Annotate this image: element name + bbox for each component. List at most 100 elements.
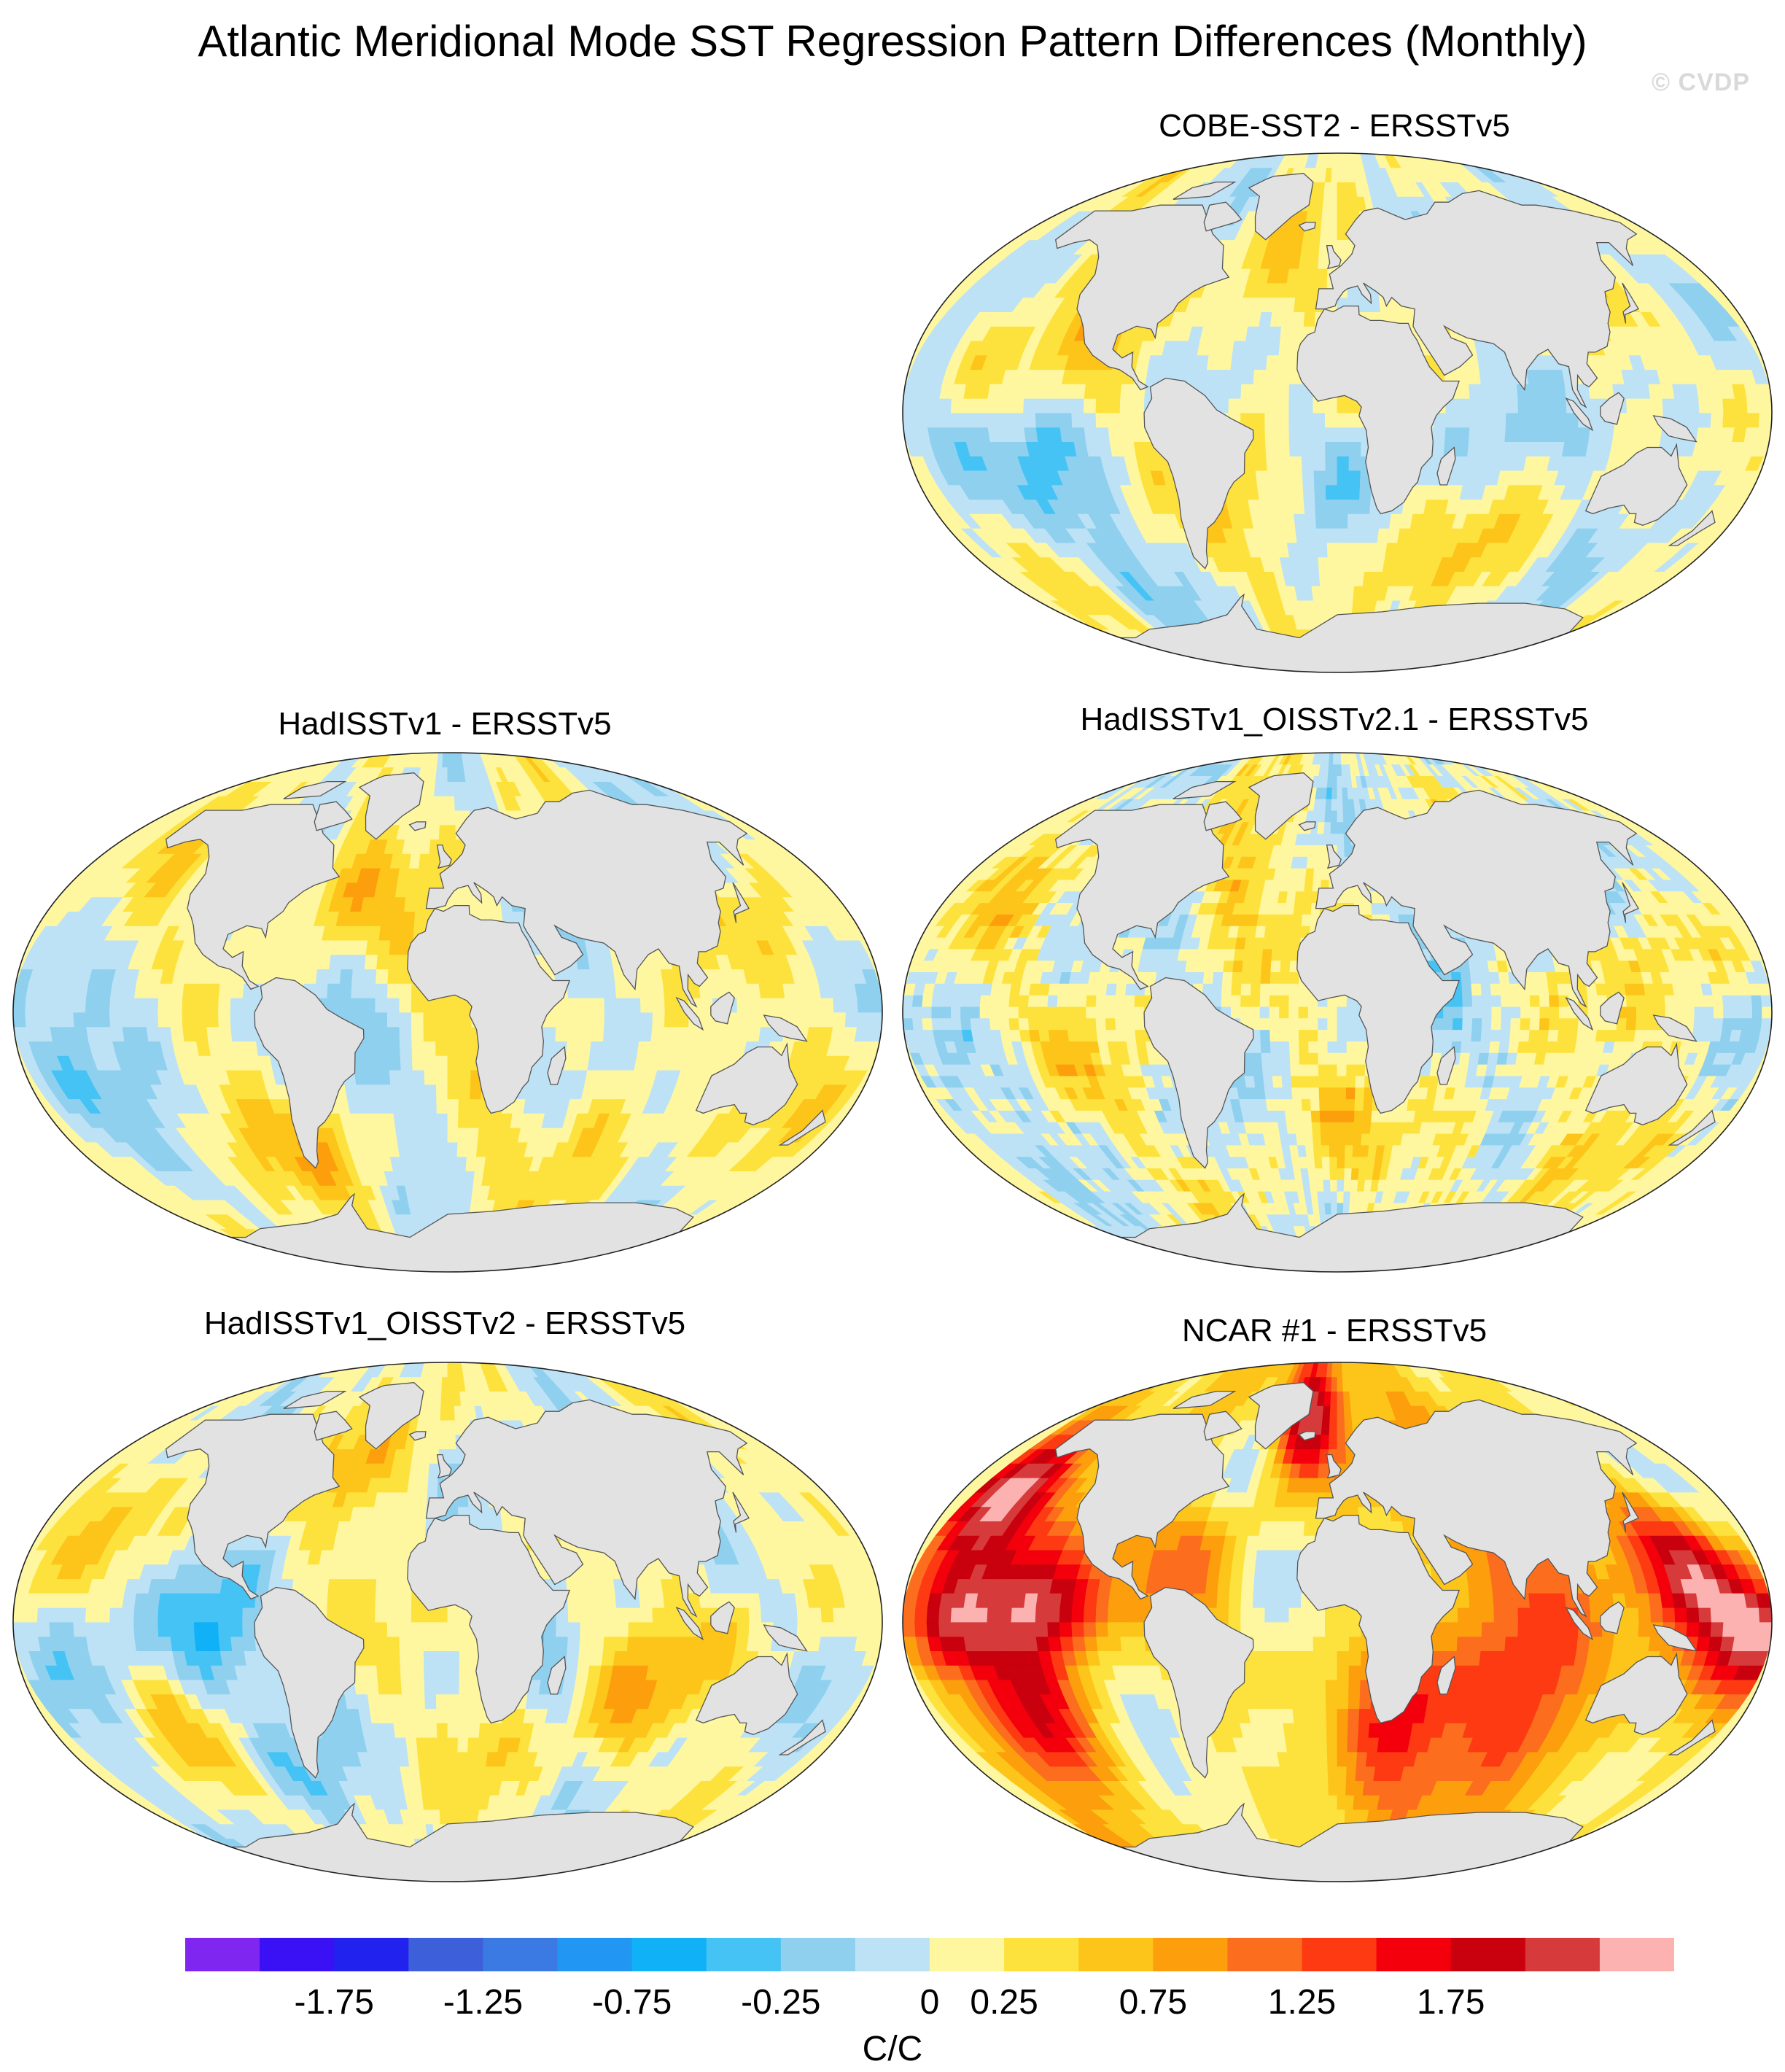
- map-panel-hadisst: [12, 750, 884, 1275]
- land-iceland: [408, 821, 427, 831]
- land-baffin: [1203, 1411, 1242, 1441]
- colorbar-swatch: [557, 1938, 633, 1971]
- map-panel-hadisst-oisstv21: [901, 750, 1773, 1275]
- map-svg: [12, 752, 883, 1273]
- colorbar-swatch: [706, 1938, 782, 1971]
- colorbar-tick-label: 1.75: [1416, 1983, 1485, 2022]
- land-baffin: [1203, 801, 1242, 831]
- land-uk: [436, 1454, 452, 1479]
- land-uk: [1326, 244, 1342, 270]
- colorbar-swatch: [780, 1938, 856, 1971]
- land-nz: [1668, 1109, 1716, 1146]
- land-southAmerica: [254, 977, 365, 1169]
- colorbar-swatch: [1227, 1938, 1302, 1971]
- colorbar-swatch: [334, 1938, 409, 1971]
- land-europe: [425, 1399, 748, 1618]
- land-australia: [1584, 1652, 1688, 1735]
- map-outline: [902, 752, 1773, 1273]
- colorbar-swatch: [1525, 1938, 1601, 1971]
- land-borneo: [1600, 392, 1625, 425]
- colorbar-tick-label: -1.75: [294, 1983, 374, 2022]
- panel-title-hadisst-oisstv21: HadISSTv1_OISSTv2.1 - ERSSTv5: [1080, 702, 1589, 737]
- land-borneo: [1600, 1601, 1625, 1634]
- sst-field: [13, 753, 882, 1272]
- land-antarctica: [1108, 1802, 1584, 1882]
- colorbar-swatch: [260, 1938, 335, 1971]
- colorbar-tick-label: -1.25: [443, 1983, 524, 2022]
- land-antarctica: [1108, 593, 1584, 672]
- land-southAmerica: [1143, 377, 1254, 570]
- land-southAmerica: [1143, 1586, 1254, 1779]
- land-australia: [695, 1652, 798, 1735]
- colorbar: [185, 1938, 1674, 1971]
- land-newGuinea: [1652, 1624, 1698, 1652]
- land-baffin: [314, 801, 353, 831]
- land-arcticIslands: [1172, 780, 1237, 799]
- land-nz: [778, 1109, 826, 1146]
- land-europe: [1315, 789, 1638, 1008]
- land-japan: [732, 882, 750, 923]
- land-nz: [1668, 1719, 1716, 1755]
- colorbar-swatch: [1450, 1938, 1526, 1971]
- land-africa: [407, 1514, 571, 1724]
- figure-title: Atlantic Meridional Mode SST Regression …: [198, 17, 1587, 66]
- land-greenland: [1248, 1382, 1314, 1450]
- land-greenland: [358, 1382, 424, 1450]
- land-africa: [1296, 904, 1461, 1114]
- panel-title-ncar: NCAR #1 - ERSSTv5: [1181, 1313, 1488, 1349]
- sst-field: [903, 1362, 1772, 1882]
- colorbar-swatch: [1376, 1938, 1452, 1971]
- land-greenland: [1248, 173, 1314, 241]
- map-panel-cobe: [901, 150, 1773, 675]
- land-northAmerica: [1054, 1413, 1230, 1600]
- map-outline: [12, 752, 883, 1273]
- land-japan: [1622, 282, 1639, 324]
- map-svg: [902, 752, 1773, 1273]
- colorbar-tick-label: -0.25: [741, 1983, 821, 2022]
- land-madagascar: [1436, 1046, 1456, 1085]
- colorbar-swatch: [1153, 1938, 1228, 1971]
- colorbar-tick-label: -0.75: [591, 1983, 672, 2022]
- land-nz: [1668, 510, 1716, 546]
- map-outline: [902, 1362, 1773, 1882]
- land-sumatra: [675, 1606, 704, 1641]
- land-antarctica: [219, 1802, 694, 1882]
- land-borneo: [710, 1601, 735, 1634]
- colorbar-tick-label: 0.25: [970, 1983, 1038, 2022]
- land-newGuinea: [1652, 415, 1698, 443]
- land-madagascar: [1436, 446, 1456, 486]
- land-borneo: [1600, 991, 1625, 1025]
- colorbar-swatch: [1599, 1938, 1674, 1971]
- land-europe: [425, 789, 748, 1008]
- land-newGuinea: [763, 1014, 808, 1042]
- colorbar-swatch: [1004, 1938, 1079, 1971]
- land-australia: [695, 1042, 798, 1125]
- land-northAmerica: [1054, 804, 1230, 990]
- land-newGuinea: [1652, 1014, 1698, 1042]
- land-arcticIslands: [1172, 1390, 1237, 1409]
- colorbar-swatch: [631, 1938, 707, 1971]
- land-madagascar: [547, 1656, 567, 1695]
- colorbar-swatch: [855, 1938, 930, 1971]
- sst-field: [903, 153, 1772, 672]
- land-baffin: [314, 1411, 353, 1441]
- land-greenland: [1248, 772, 1314, 840]
- panel-title-hadisst: HadISSTv1 - ERSSTv5: [278, 706, 612, 742]
- land-greenland: [358, 772, 424, 840]
- map-svg: [902, 152, 1773, 673]
- land-arcticIslands: [283, 780, 347, 799]
- land-uk: [1326, 844, 1342, 869]
- land-sumatra: [1565, 397, 1594, 432]
- land-sumatra: [1565, 1606, 1594, 1641]
- land-antarctica: [219, 1192, 694, 1272]
- map-outline: [902, 152, 1773, 673]
- land-madagascar: [1436, 1656, 1456, 1695]
- land-uk: [1326, 1454, 1342, 1479]
- colorbar-swatch: [185, 1938, 260, 1971]
- land-australia: [1584, 1042, 1688, 1125]
- map-panel-hadisst-oisstv2: [12, 1359, 884, 1885]
- land-iceland: [1298, 821, 1316, 831]
- panel-title-cobe: COBE-SST2 - ERSSTv5: [1159, 108, 1510, 144]
- land-northAmerica: [165, 804, 341, 990]
- land-arcticIslands: [1172, 181, 1237, 200]
